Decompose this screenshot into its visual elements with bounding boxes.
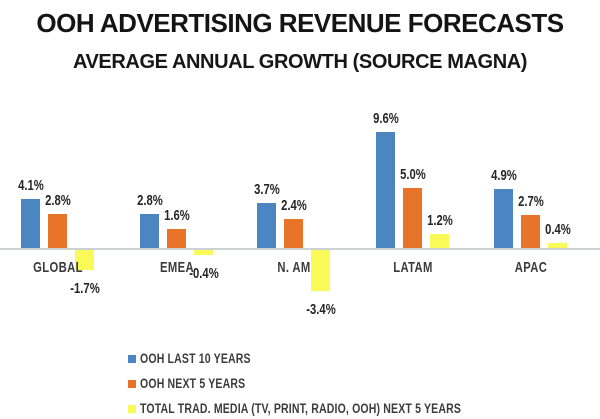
bar: [194, 250, 213, 255]
bar-value-label: 3.7%: [253, 181, 280, 199]
bar: [403, 187, 422, 248]
legend-label: OOH NEXT 5 YEARS: [140, 376, 246, 391]
bar: [21, 198, 40, 248]
bar-value-label: 2.8%: [44, 192, 71, 210]
bar: [521, 215, 540, 248]
bar-value-label: 1.2%: [426, 211, 453, 229]
bar: [140, 214, 159, 248]
category-label: N. AM: [276, 259, 311, 276]
bar-value-label: 4.1%: [17, 176, 44, 194]
bar-value-label: 1.6%: [163, 206, 190, 224]
bar: [75, 250, 94, 271]
bar: [494, 188, 513, 248]
bar-value-label: -3.4%: [305, 300, 336, 318]
legend-label: OOH LAST 10 YEARS: [140, 351, 251, 366]
chart-title: OOH ADVERTISING REVENUE FORECASTS: [36, 8, 564, 38]
legend-item: OOH NEXT 5 YEARS: [128, 371, 552, 396]
legend-swatch-icon: [128, 404, 136, 413]
bar-value-label: 0.4%: [544, 221, 571, 239]
bar: [257, 203, 276, 248]
bar-value-label: 2.8%: [136, 192, 163, 210]
category-label: LATAM: [392, 259, 433, 276]
legend-swatch-icon: [128, 354, 136, 363]
category-label: EMEA: [159, 259, 194, 276]
legend-swatch-icon: [128, 379, 136, 388]
bar-value-label: 5.0%: [399, 165, 426, 183]
bar: [548, 243, 567, 248]
bar-value-label: 2.7%: [517, 193, 544, 211]
bar-value-label: -0.4%: [188, 264, 219, 282]
bar: [430, 233, 449, 248]
legend-item: OOH LAST 10 YEARS: [128, 346, 552, 371]
bar-value-label: -1.7%: [69, 280, 100, 298]
x-axis-line: [0, 248, 600, 250]
category-label: GLOBAL: [32, 259, 83, 276]
chart-subtitle: AVERAGE ANNUAL GROWTH (SOURCE MAGNA): [72, 51, 528, 73]
bar-value-label: 4.9%: [490, 166, 517, 184]
bar: [376, 132, 395, 248]
bar: [284, 219, 303, 248]
bar: [311, 250, 330, 291]
legend-label: TOTAL TRAD. MEDIA (TV, PRINT, RADIO, OOH…: [140, 401, 462, 416]
bar: [48, 214, 67, 248]
category-label: APAC: [514, 259, 547, 276]
legend-item: TOTAL TRAD. MEDIA (TV, PRINT, RADIO, OOH…: [128, 396, 552, 419]
legend: OOH LAST 10 YEARS OOH NEXT 5 YEARS TOTAL T…: [128, 346, 552, 419]
bar: [167, 228, 186, 248]
bar-value-label: 2.4%: [280, 197, 307, 215]
bar-value-label: 9.6%: [372, 110, 399, 128]
